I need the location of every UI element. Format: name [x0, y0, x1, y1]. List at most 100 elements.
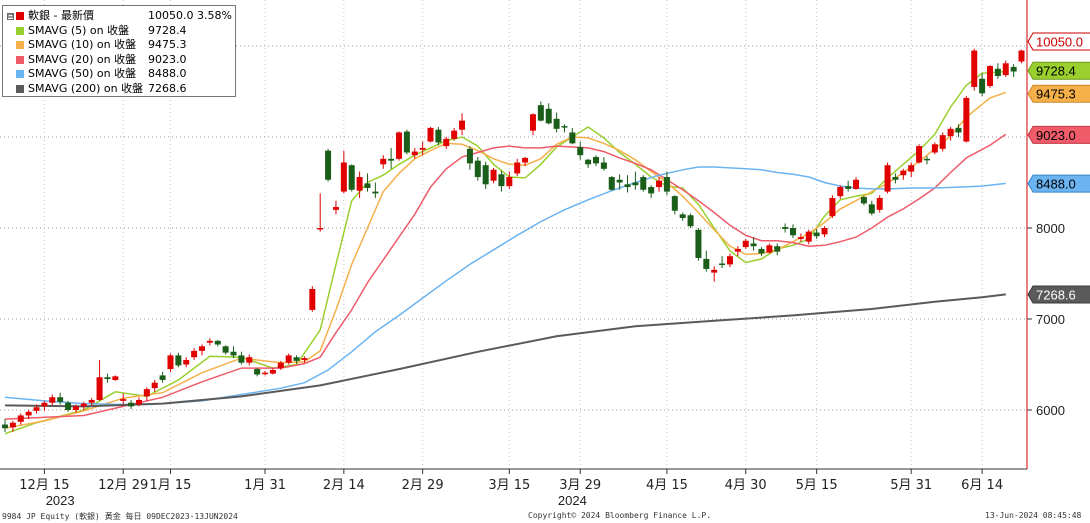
candle-body [293, 357, 300, 361]
candle-body [372, 191, 379, 194]
x-tick-label: 2月 14 [323, 478, 365, 493]
candle-body [388, 158, 395, 161]
series-line [4, 70, 1006, 435]
candle-body [522, 157, 529, 163]
y-tick-label: 8000 [1036, 221, 1065, 236]
candle-body [175, 355, 182, 366]
legend-label: SMAVG (10) on 收盤 [28, 38, 137, 51]
candle-body [837, 187, 844, 197]
series-line [4, 91, 1007, 429]
candle-body [230, 351, 237, 356]
candle-body [419, 147, 426, 150]
candle-body [443, 138, 450, 147]
candle-body [529, 114, 536, 131]
candle-body [829, 197, 836, 217]
candle-body [199, 346, 205, 351]
candle-body [411, 151, 418, 156]
value-tag-label: 10050.0 [1036, 34, 1083, 49]
candle-body [104, 377, 111, 380]
legend-swatch [16, 12, 24, 21]
candle-body [640, 177, 647, 190]
candle-body [774, 246, 781, 252]
candle-body [466, 148, 473, 164]
footer-security: 9984 JP Equity (軟銀) 黃金 每日 09DEC2023-13JU… [2, 512, 238, 521]
candle-body [151, 382, 158, 389]
legend-row-price: ⊟ 軟銀 - 最新價 10050.0 3.58% [7, 9, 235, 24]
candle-body [143, 389, 150, 397]
candle-body [285, 355, 292, 363]
series-line [4, 133, 1007, 420]
candle-body [561, 126, 568, 128]
candle-body [734, 248, 741, 252]
candle-body [679, 214, 686, 218]
footer-timestamp: 13-Jun-2024 08:45:48 [985, 511, 1082, 520]
y-tick-label: 7000 [1036, 312, 1065, 327]
candle-body [656, 180, 663, 188]
legend-value: 9475.3 [148, 38, 187, 51]
candle-body [545, 108, 552, 124]
candle-body [853, 179, 860, 189]
candle-body [663, 177, 670, 192]
legend-swatch [16, 41, 24, 50]
candle-body [758, 248, 765, 254]
candle-body [301, 358, 308, 360]
candle-body [876, 197, 883, 210]
candle-body [340, 162, 347, 192]
x-tick-label: 5月 31 [890, 478, 932, 493]
candle-body [167, 355, 174, 370]
candle-body [380, 158, 387, 165]
candle-body [332, 207, 339, 210]
candle-body [317, 228, 324, 230]
legend-row-sma200: SMAVG (200) on 收盤 7268.6 [7, 82, 235, 97]
candle-body [624, 184, 631, 188]
candle-body [719, 263, 726, 265]
candle-body [797, 237, 804, 239]
legend-label: SMAVG (5) on 收盤 [28, 23, 130, 37]
candle-body [577, 147, 584, 156]
legend-row-sma20: SMAVG (20) on 收盤 9023.0 [7, 53, 235, 68]
candle-body [80, 403, 87, 407]
candle-body [1010, 66, 1017, 72]
candle-body [900, 170, 907, 176]
candle-body [403, 131, 410, 153]
x-tick-label: 4月 15 [646, 478, 688, 493]
candle-body [868, 204, 875, 214]
candle-body [41, 402, 48, 407]
candlesticks [2, 48, 1025, 432]
candle-body [254, 369, 261, 375]
candle-body [994, 68, 1001, 77]
legend-row-sma5: SMAVG (5) on 收盤 9728.4 [7, 24, 235, 39]
candle-body [923, 158, 930, 161]
candle-body [183, 359, 190, 365]
candle-body [695, 229, 702, 259]
value-tag [1027, 61, 1090, 80]
legend-value: 10050.0 3.58% [148, 9, 232, 22]
legend-label: SMAVG (200) on 收盤 [28, 81, 144, 95]
value-tag-label: 9023.0 [1036, 128, 1076, 143]
candle-body [703, 258, 710, 269]
collapse-icon[interactable]: ⊟ [7, 12, 14, 20]
candle-body [474, 160, 481, 178]
candle-body [427, 127, 434, 142]
candle-body [1018, 50, 1025, 62]
candle-body [860, 197, 867, 204]
candle-body [246, 357, 253, 363]
candle-body [222, 346, 229, 353]
candle-body [514, 162, 521, 174]
candle-body [955, 127, 962, 133]
candle-body [214, 340, 221, 345]
candle-body [979, 78, 986, 94]
candle-body [537, 105, 544, 121]
value-tag-label: 7268.6 [1036, 288, 1076, 303]
candle-body [687, 215, 694, 227]
legend-row-sma10: SMAVG (10) on 收盤 9475.3 [7, 38, 235, 53]
candle-body [845, 186, 852, 189]
candle-body [309, 288, 316, 310]
x-tick-label: 2月 29 [402, 478, 444, 493]
candle-body [813, 232, 820, 237]
legend-label: 軟銀 - 最新價 [28, 9, 94, 22]
candle-body [72, 406, 79, 410]
chart-footer: 9984 JP Equity (軟銀) 黃金 每日 09DEC2023-13JU… [0, 509, 1090, 523]
candle-body [435, 129, 442, 143]
legend-swatch [16, 70, 24, 79]
